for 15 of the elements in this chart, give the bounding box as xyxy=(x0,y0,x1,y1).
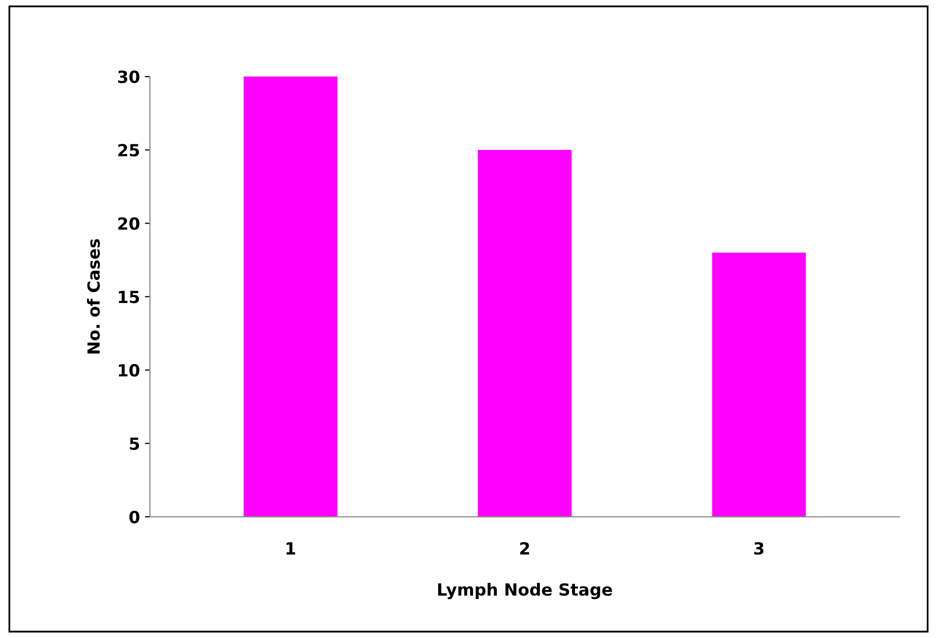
y-tick-label: 5 xyxy=(130,438,140,450)
x-tick-label: 2 xyxy=(520,542,530,554)
y-tick-label: 30 xyxy=(118,70,140,84)
y-tick-label: 20 xyxy=(118,217,140,230)
y-tick-label: 15 xyxy=(118,290,140,304)
y-tick-label: 10 xyxy=(118,364,140,377)
x-tick-label: 3 xyxy=(754,542,764,555)
y-tick-label: 0 xyxy=(129,510,140,524)
y-axis-title: No. of Cases xyxy=(86,239,100,354)
x-tick-label: 1 xyxy=(286,542,296,554)
y-tick-label: 25 xyxy=(118,144,140,156)
bar xyxy=(478,150,572,517)
x-axis-title: Lymph Node Stage xyxy=(438,582,612,600)
bar xyxy=(244,76,338,517)
bar xyxy=(712,252,806,517)
